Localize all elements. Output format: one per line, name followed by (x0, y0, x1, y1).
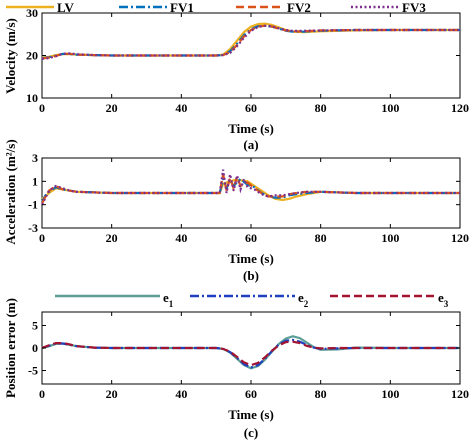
ytick-label: 3 (32, 151, 38, 165)
ylabel-a: Velocity (m/s) (3, 18, 18, 94)
xtick-label: 20 (106, 387, 118, 401)
xtick-label: 100 (381, 101, 399, 115)
panel-a: 0 20 40 60 80 100 120 10 20 30 Velocity (m/s) Tim… (3, 6, 469, 152)
plot-area-a (41, 22, 460, 60)
plot-area-b (41, 169, 460, 206)
xtick-label: 0 (39, 387, 45, 401)
xtick-label: 60 (245, 101, 257, 115)
ticks-b: 0 20 40 60 80 100 120 -3 -1 1 3 (28, 151, 469, 245)
ytick-label: -3 (28, 221, 38, 235)
panel-c: 0 20 40 60 80 100 120-505 Position error (m) T… (3, 298, 469, 440)
xlabel-b: Time (s) (228, 251, 274, 266)
ytick-label: -5 (28, 364, 38, 378)
xlabel-c: Time (s) (228, 407, 274, 422)
ytick-label: -1 (28, 198, 38, 212)
series-line-fv3-a (41, 24, 460, 60)
caption-c: (c) (244, 425, 258, 440)
ylabel-b: Acceleration (m²/s) (3, 139, 18, 244)
xtick-label: 120 (451, 101, 469, 115)
xtick-label: 60 (245, 387, 257, 401)
xtick-label: 20 (106, 231, 118, 245)
xtick-label: 40 (175, 101, 187, 115)
legend-panel-c: e1 e2 e3 (55, 290, 449, 309)
xtick-label: 20 (106, 101, 118, 115)
xtick-label: 120 (451, 231, 469, 245)
plot-area-c (41, 335, 460, 370)
series-line-lv-a (41, 22, 460, 59)
caption-b: (b) (243, 268, 259, 283)
ylabel-c: Position error (m) (3, 298, 18, 398)
ytick-label: 30 (26, 6, 38, 20)
legend-label-fv1: FV1 (170, 0, 194, 15)
series-line-fv3-b (41, 169, 460, 206)
series-line-e2-c (41, 338, 460, 369)
xtick-label: 100 (381, 231, 399, 245)
legend-label-fv2: FV2 (287, 0, 311, 15)
series-line-fv1-b (41, 175, 460, 203)
ytick-label: 1 (32, 174, 38, 188)
xtick-label: 60 (245, 231, 257, 245)
ticks-c: 0 20 40 60 80 100 120-505 (28, 312, 469, 401)
xtick-label: 0 (39, 231, 45, 245)
xtick-label: 40 (175, 387, 187, 401)
legend-label-fv3: FV3 (402, 0, 426, 15)
legend-panel-a: LV FV1 FV2 FV3 (6, 0, 426, 15)
ticks-a: 0 20 40 60 80 100 120 10 20 30 (26, 6, 469, 115)
panel-b: 0 20 40 60 80 100 120 -3 -1 1 3 Acceleration (m²/s… (3, 139, 469, 283)
series-line-e3-c (41, 340, 460, 367)
legend-label-e3: e3 (438, 290, 449, 309)
series-line-lv-b (41, 179, 460, 202)
xlabel-a: Time (s) (228, 121, 274, 136)
xtick-label: 80 (315, 387, 327, 401)
xtick-label: 0 (39, 101, 45, 115)
xtick-label: 100 (381, 387, 399, 401)
ytick-label: 20 (26, 49, 38, 63)
ytick-label: 0 (32, 341, 38, 355)
series-line-fv2-a (41, 24, 460, 60)
series-line-e1-c (41, 335, 460, 370)
legend-label-e1: e1 (163, 290, 174, 309)
ytick-label: 10 (26, 91, 38, 105)
xtick-label: 80 (315, 101, 327, 115)
xtick-label: 120 (451, 387, 469, 401)
xtick-label: 40 (175, 231, 187, 245)
legend-label-e2: e2 (298, 290, 309, 309)
legend-label-lv: LV (57, 0, 74, 15)
caption-a: (a) (243, 137, 258, 152)
ytick-label: 5 (32, 319, 38, 333)
xtick-label: 80 (315, 231, 327, 245)
